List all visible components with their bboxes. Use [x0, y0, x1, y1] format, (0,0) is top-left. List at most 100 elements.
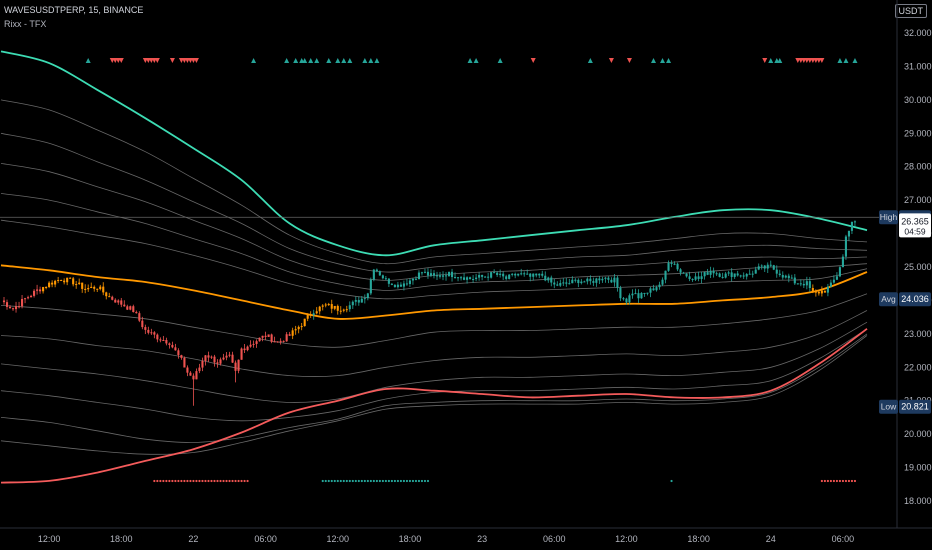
candle-body [781, 275, 784, 278]
signal-dot [225, 479, 228, 483]
candle-body [306, 314, 309, 319]
candle-body [550, 277, 553, 283]
price-tick-label: 19.000 [904, 463, 932, 473]
candle-body [150, 332, 153, 334]
candle-body [441, 275, 445, 277]
candle-body [745, 273, 748, 277]
time-tick-label: 06:00 [254, 534, 277, 544]
candle-body [562, 282, 565, 284]
candle-body [832, 279, 835, 283]
signal-dot [321, 479, 324, 483]
candle-body [243, 348, 246, 351]
signal-up-marker [293, 58, 299, 63]
time-tick-label: 18:00 [110, 534, 133, 544]
signal-dot [844, 479, 848, 483]
signal-up-marker [335, 58, 341, 63]
signal-dot [156, 479, 159, 483]
signal-dot [357, 479, 360, 483]
candle-body [493, 272, 496, 274]
signal-up-marker [374, 58, 380, 63]
candle-body [595, 278, 598, 283]
signal-dot [396, 479, 400, 483]
candle-body [742, 275, 745, 277]
candle-body [688, 276, 691, 280]
candle-body [766, 264, 769, 269]
candle-body [661, 279, 664, 285]
candle-body [583, 281, 586, 283]
candle-body [613, 277, 616, 283]
candle-body [156, 334, 159, 340]
signal-dot [174, 479, 177, 483]
candle-body [508, 274, 511, 279]
candle-body [57, 280, 60, 282]
low-label-tag-text: Low [881, 402, 897, 412]
price-tick-label: 20.000 [904, 429, 932, 439]
signal-down-marker [118, 58, 124, 63]
signal-up-marker [284, 58, 290, 63]
signal-dot [375, 479, 378, 483]
candle-body [505, 276, 508, 279]
indicator-name[interactable]: Rixx - TFX [4, 19, 47, 29]
signal-up-marker [85, 58, 91, 63]
candle-body [381, 275, 384, 279]
signal-dot [330, 479, 333, 483]
low-label-value-box [899, 399, 931, 414]
candle-body [333, 305, 336, 309]
time-tick-label: 12:00 [615, 534, 638, 544]
candle-body [640, 292, 643, 299]
candle-body [574, 279, 577, 281]
signal-dot [186, 479, 189, 483]
signal-up-marker [497, 58, 503, 63]
candle-body [195, 371, 198, 380]
candle-body [279, 340, 282, 342]
price-tick-label: 30.000 [904, 95, 932, 105]
candle-body [189, 372, 192, 376]
price-tick-label: 28.000 [904, 162, 932, 172]
signal-up-marker [666, 58, 672, 63]
signal-dot [342, 479, 345, 483]
signal-dot [381, 479, 384, 483]
candle-body [622, 298, 625, 300]
candle-body [252, 343, 255, 345]
signal-dot [393, 479, 397, 483]
candle-body [231, 354, 234, 363]
candle-body [478, 275, 481, 278]
candle-body [8, 306, 12, 309]
currency-button[interactable]: USDT [894, 4, 927, 18]
candle-body [793, 277, 796, 284]
signal-up-marker [768, 58, 774, 63]
time-tick-label: 06:00 [832, 534, 855, 544]
signal-dot [417, 479, 421, 483]
signal-dot [234, 479, 237, 483]
candle-body [571, 279, 574, 284]
candle-body [24, 298, 27, 300]
band-line [0, 328, 868, 422]
candle-body [754, 269, 757, 274]
candle-body [348, 305, 351, 310]
candle-body [628, 295, 631, 303]
signal-dot [823, 479, 826, 483]
candle-body [760, 265, 763, 267]
signal-dot [384, 479, 387, 483]
candle-body [499, 273, 502, 275]
candle-body [411, 278, 414, 281]
signal-up-marker [837, 58, 843, 63]
candle-body [336, 305, 339, 311]
candle-body [417, 272, 421, 280]
candle-body [694, 276, 697, 280]
signal-dot [405, 479, 409, 483]
signal-dot [219, 479, 222, 483]
candle-body [123, 304, 126, 307]
time-tick-label: 18:00 [687, 534, 710, 544]
signal-up-marker [314, 58, 320, 63]
candle-body [141, 320, 144, 328]
candle-body [216, 362, 219, 364]
candle-body [655, 287, 658, 291]
candle-body [691, 279, 694, 281]
candle-body [673, 263, 676, 265]
signal-dot [189, 479, 192, 483]
candle-body [309, 314, 312, 316]
candle-body [14, 306, 18, 310]
candle-body [423, 271, 427, 273]
